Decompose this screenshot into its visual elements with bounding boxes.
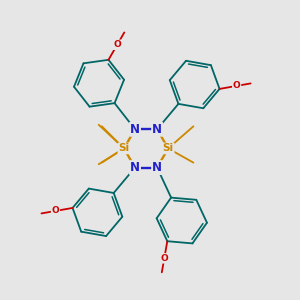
Text: N: N [130,123,140,136]
Text: N: N [130,161,140,174]
Text: Si: Si [118,143,130,153]
Text: O: O [52,206,59,215]
Text: N: N [152,123,162,136]
Text: O: O [113,40,121,49]
Text: N: N [152,161,162,174]
Text: O: O [160,254,168,263]
Text: O: O [233,81,241,90]
Text: Si: Si [163,143,174,153]
